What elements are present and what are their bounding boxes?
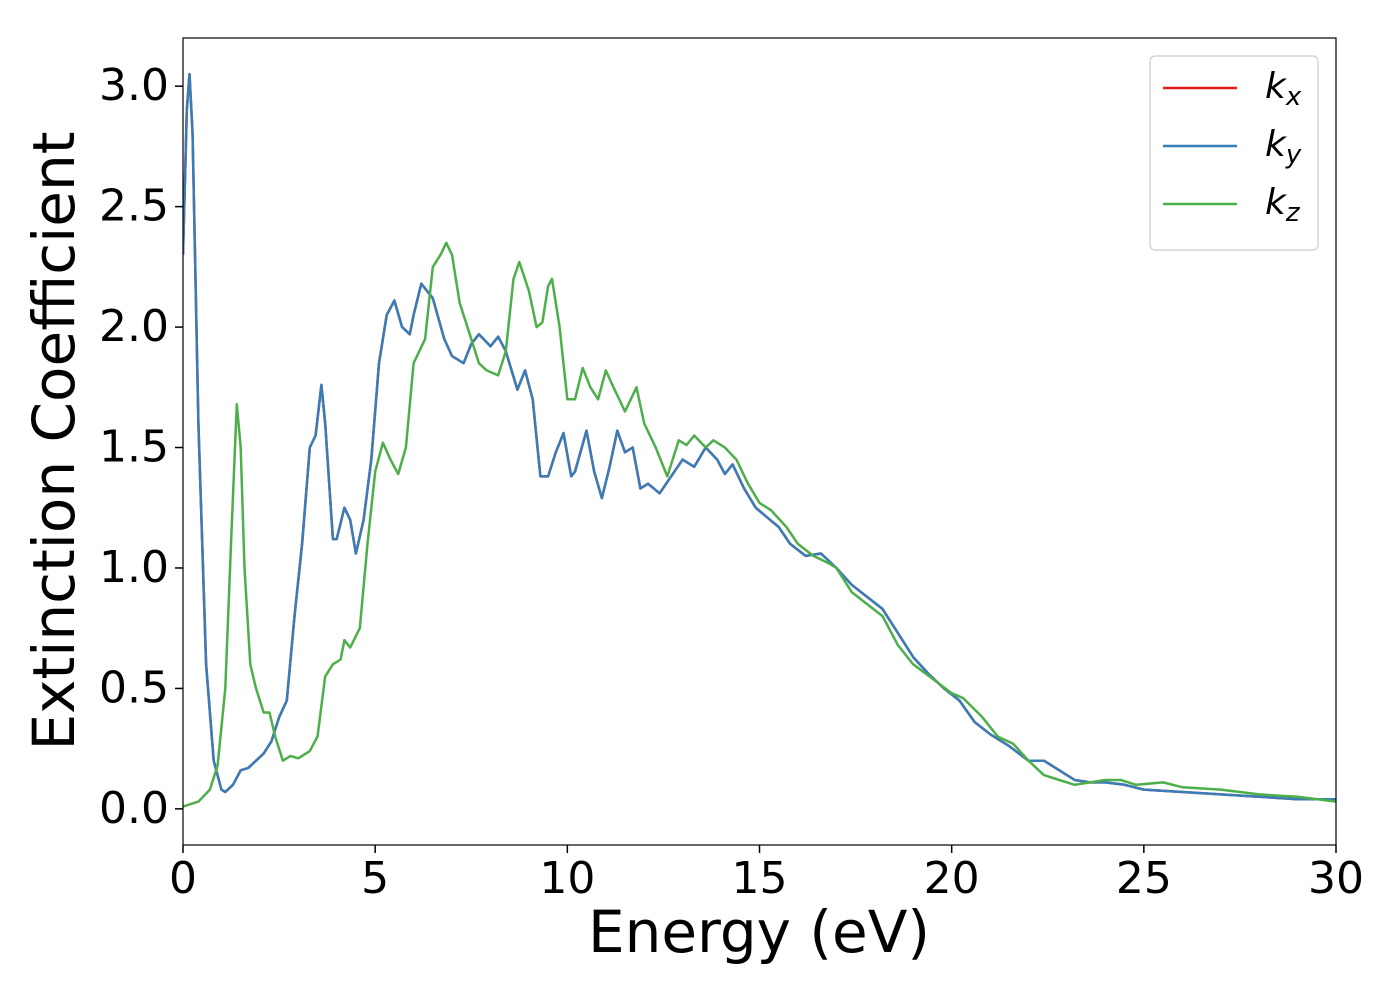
x-tick-label: 5: [361, 853, 389, 904]
x-tick-label: 15: [732, 853, 788, 904]
x-tick-label: 25: [1116, 853, 1172, 904]
y-tick-label: 2.5: [99, 181, 169, 232]
legend-box: [1149, 55, 1319, 251]
plot-frame: [182, 37, 1337, 846]
y-tick-label: 1.5: [99, 422, 169, 473]
y-tick-label: 0.5: [99, 662, 169, 713]
legend-label: kx: [1265, 66, 1302, 112]
y-tick-label: 3.0: [99, 60, 169, 111]
x-tick-label: 20: [924, 853, 980, 904]
x-tick-label: 30: [1308, 853, 1364, 904]
x-tick-label: 10: [539, 853, 595, 904]
legend-label: ky: [1265, 124, 1302, 170]
y-axis-label: Extinction Coefficient: [20, 132, 88, 751]
y-tick-label: 2.0: [99, 301, 169, 352]
x-tick-label: 0: [169, 853, 197, 904]
legend-label: kz: [1265, 182, 1301, 228]
series-line: [183, 241, 1336, 808]
y-tick-label: 1.0: [99, 542, 169, 593]
x-axis-label: Energy (eV): [588, 898, 930, 966]
y-tick-label: 0.0: [99, 783, 169, 834]
